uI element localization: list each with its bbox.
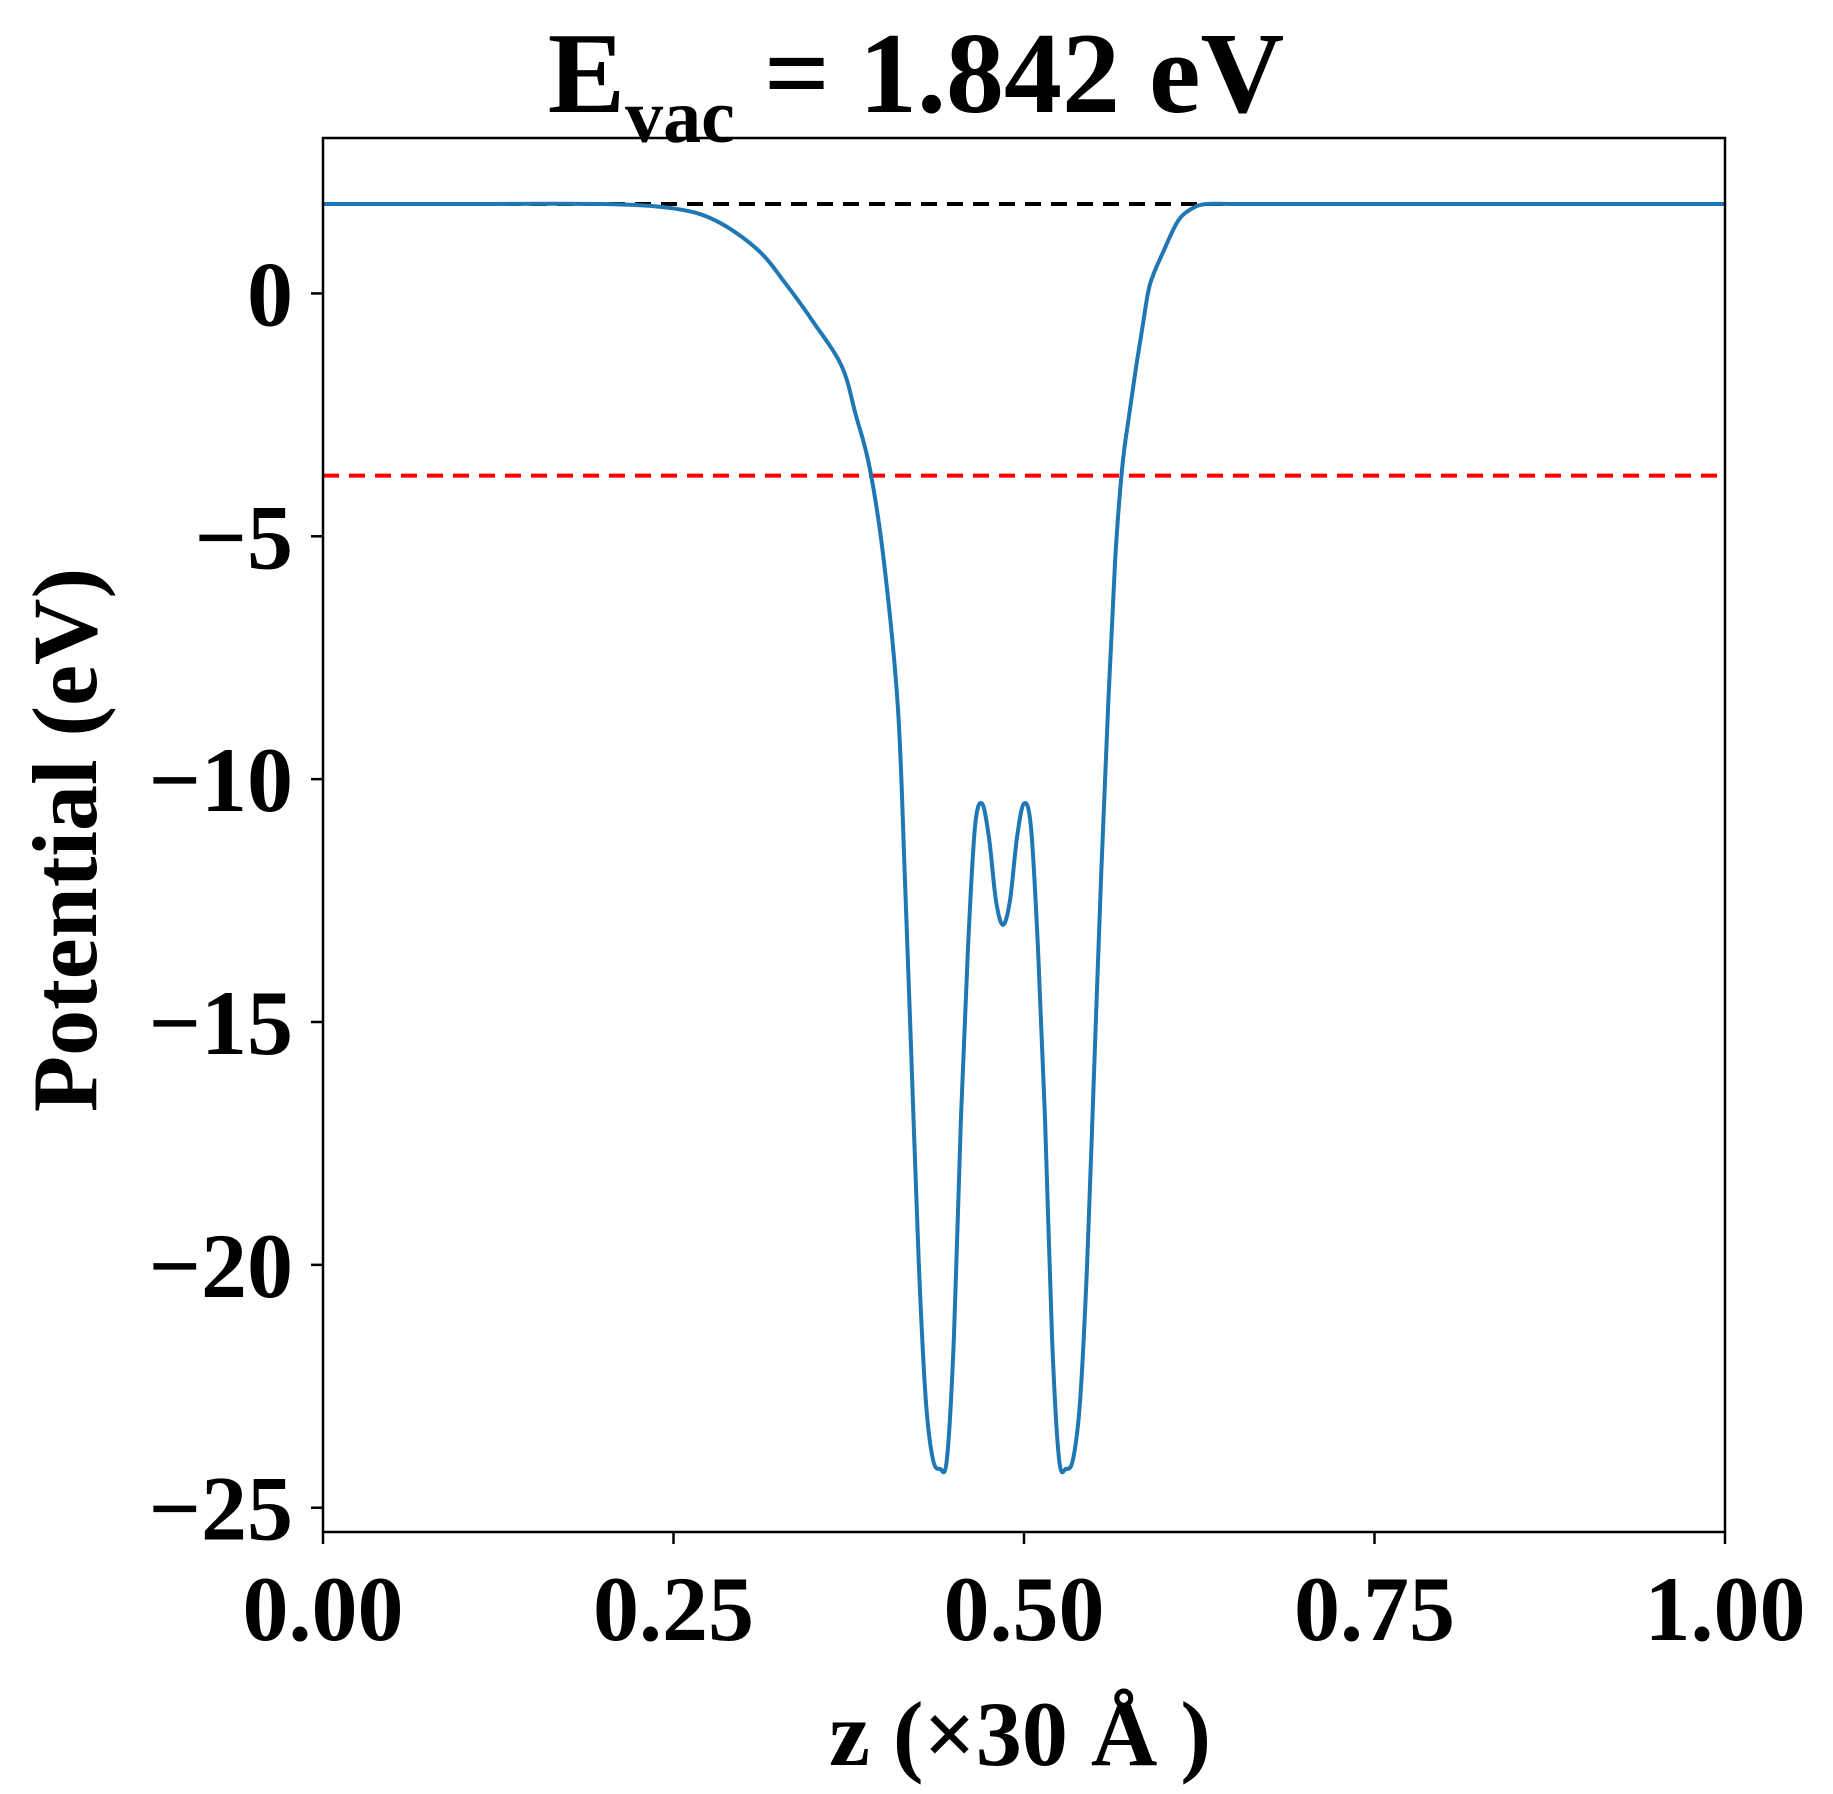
- y-tick-label-5: −25: [149, 1458, 293, 1560]
- y-tick-label-4: −20: [149, 1215, 293, 1317]
- x-tick-label-0: 0.00: [243, 1558, 404, 1660]
- chart-title: Evac = 1.842 eV: [548, 10, 1284, 159]
- reference-lines: [323, 201, 1725, 478]
- chart-title-rest: = 1.842 eV: [735, 10, 1284, 138]
- y-tick-label-1: −5: [195, 486, 293, 588]
- series-group: [322, 201, 1725, 1475]
- x-tick-label-2: 0.50: [944, 1558, 1105, 1660]
- x-tick-label-4: 1.00: [1645, 1558, 1806, 1660]
- series-line-0: [322, 201, 1725, 1475]
- chart-title-main: E: [548, 10, 625, 138]
- chart-title-subscript: vac: [625, 75, 735, 159]
- y-axis-label: Potential (eV): [14, 568, 116, 1112]
- y-tick-label-0: 0: [247, 243, 293, 345]
- x-tick-label-1: 0.25: [593, 1558, 754, 1660]
- y-tick-label-3: −15: [149, 972, 293, 1074]
- x-axis: 0.00 0.25 0.50 0.75 1.00: [243, 1532, 1806, 1660]
- y-tick-label-2: −10: [149, 729, 293, 831]
- x-tick-label-3: 0.75: [1294, 1558, 1455, 1660]
- plot-frame: [321, 136, 1727, 1534]
- y-axis: 0 −5 −10 −15 −20 −25: [149, 243, 323, 1560]
- x-axis-label: z (×30 Å ): [829, 1683, 1211, 1785]
